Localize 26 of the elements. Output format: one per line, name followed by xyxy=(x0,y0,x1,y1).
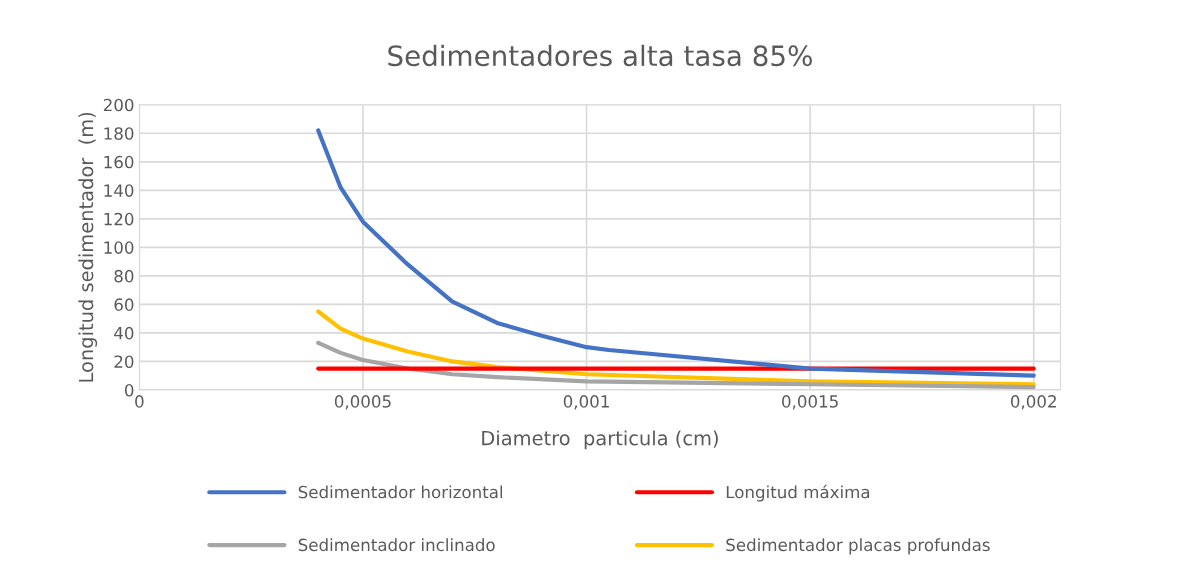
y-tick-label: 120 xyxy=(104,212,134,226)
line-series xyxy=(316,309,1036,387)
x-tick-label: 0,0015 xyxy=(782,395,838,410)
y-tick-label: 100 xyxy=(104,241,134,254)
legend-label: Longitud máxima xyxy=(726,484,870,502)
y-tick-label: 180 xyxy=(104,127,134,140)
y-tick-label: 40 xyxy=(114,326,134,340)
x-axis-title: Diametro particula (cm) xyxy=(482,430,718,450)
y-tick-label: 140 xyxy=(104,184,134,197)
y-tick-label: 60 xyxy=(114,298,134,311)
chart-title: Sedimentadores alta tasa 85% xyxy=(388,44,812,67)
y-tick-label: 160 xyxy=(104,155,134,169)
x-tick-label: 0 xyxy=(135,395,144,408)
y-axis-title: Longitud sedimentador (m) xyxy=(78,112,98,382)
legend-label: Sedimentador inclinado xyxy=(298,538,495,552)
legend-label: Sedimentador placas profundas xyxy=(726,538,990,555)
y-tick-label: 0 xyxy=(124,383,134,397)
x-tick-label: 0,0005 xyxy=(334,395,391,410)
line-series xyxy=(316,128,1036,378)
x-tick-label: 0,002 xyxy=(1010,395,1056,410)
y-tick-label: 20 xyxy=(114,355,134,368)
legend-label: Sedimentador horizontal xyxy=(298,485,503,499)
x-tick-label: 0,001 xyxy=(563,395,609,410)
y-tick-label: 200 xyxy=(103,98,134,112)
line-series xyxy=(316,340,1036,390)
y-tick-label: 80 xyxy=(114,269,134,283)
